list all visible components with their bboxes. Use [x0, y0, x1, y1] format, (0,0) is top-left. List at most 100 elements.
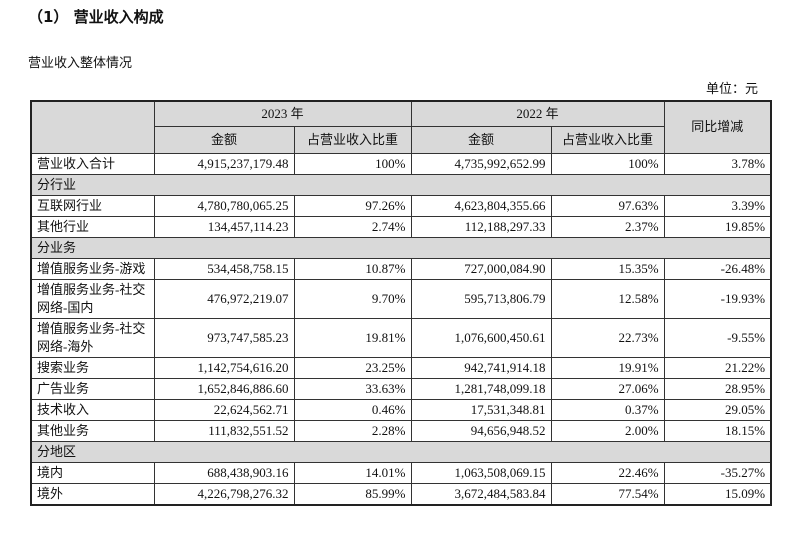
section-row: 分地区 [30, 440, 772, 463]
row-label: 广告业务 [30, 377, 155, 400]
value-cell: -9.55% [663, 317, 772, 358]
value-cell: 4,226,798,276.32 [153, 482, 295, 505]
value-cell: 4,915,237,179.48 [153, 152, 295, 175]
header-cell: 占营业收入比重 [550, 125, 665, 154]
value-cell: 973,747,585.23 [153, 317, 295, 358]
value-cell: 15.35% [550, 257, 665, 280]
data-row: 增值服务业务-游戏 534,458,758.15 10.87% 727,000,084… [30, 257, 772, 280]
value-cell: -19.93% [663, 278, 772, 319]
value-cell: 727,000,084.90 [410, 257, 552, 280]
header-cell: 2022 年 [410, 100, 665, 127]
value-cell: 942,741,914.18 [410, 356, 552, 379]
value-cell: 2.00% [550, 419, 665, 442]
table-body: 2023 年 2022 年 同比增减 金额 占营业收入比重 金额 占营业收入比重… [30, 100, 772, 505]
data-row: 营业收入合计 4,915,237,179.48 100% 4,735,992,652.… [30, 152, 772, 175]
value-cell: 112,188,297.33 [410, 215, 552, 238]
value-cell: 19.85% [663, 215, 772, 238]
value-cell: -26.48% [663, 257, 772, 280]
data-row: 技术收入 22,624,562.71 0.46% 17,531,348.81 0.37%… [30, 398, 772, 421]
value-cell: 534,458,758.15 [153, 257, 295, 280]
row-label: 搜索业务 [30, 356, 155, 379]
value-cell: 2.74% [293, 215, 412, 238]
row-label: 营业收入合计 [30, 152, 155, 175]
value-cell: 29.05% [663, 398, 772, 421]
header-cell: 金额 [410, 125, 552, 154]
value-cell: 0.37% [550, 398, 665, 421]
value-cell: 22.73% [550, 317, 665, 358]
header-cell: 同比增减 [663, 100, 772, 154]
section-cell: 分业务 [30, 236, 772, 259]
row-label: 增值服务业务-社交网络-国内 [30, 278, 155, 319]
value-cell: 19.91% [550, 356, 665, 379]
value-cell: 14.01% [293, 461, 412, 484]
value-cell: 28.95% [663, 377, 772, 400]
value-cell: 1,652,846,886.60 [153, 377, 295, 400]
header-cell [30, 100, 155, 154]
value-cell: 17,531,348.81 [410, 398, 552, 421]
row-label: 境外 [30, 482, 155, 505]
value-cell: 2.37% [550, 215, 665, 238]
value-cell: 0.46% [293, 398, 412, 421]
header-cell: 占营业收入比重 [293, 125, 412, 154]
header-row: 2023 年 2022 年 同比增减 [30, 100, 772, 154]
value-cell: 22.46% [550, 461, 665, 484]
value-cell: 1,142,754,616.20 [153, 356, 295, 379]
value-cell: 4,780,780,065.25 [153, 194, 295, 217]
value-cell: 4,735,992,652.99 [410, 152, 552, 175]
value-cell: 595,713,806.79 [410, 278, 552, 319]
value-cell: 85.99% [293, 482, 412, 505]
data-row: 其他业务 111,832,551.52 2.28% 94,656,948.52 2.00… [30, 419, 772, 442]
value-cell: 94,656,948.52 [410, 419, 552, 442]
value-cell: 100% [550, 152, 665, 175]
section-cell: 分地区 [30, 440, 772, 463]
value-cell: 3.78% [663, 152, 772, 175]
value-cell: 3.39% [663, 194, 772, 217]
value-cell: 3,672,484,583.84 [410, 482, 552, 505]
section-row: 分行业 [30, 173, 772, 196]
subtitle: 营业收入整体情况 [28, 55, 133, 70]
value-cell: 18.15% [663, 419, 772, 442]
row-label: 其他业务 [30, 419, 155, 442]
value-cell: 1,281,748,099.18 [410, 377, 552, 400]
value-cell: -35.27% [663, 461, 772, 484]
data-row: 增值服务业务-社交网络-国内 476,972,219.07 9.70% 595,713… [30, 278, 772, 319]
row-label: 互联网行业 [30, 194, 155, 217]
data-row: 境外 4,226,798,276.32 85.99% 3,672,484,583.84… [30, 482, 772, 505]
data-row: 增值服务业务-社交网络-海外 973,747,585.23 19.81% 1,076,… [30, 317, 772, 358]
value-cell: 134,457,114.23 [153, 215, 295, 238]
value-cell: 1,076,600,450.61 [410, 317, 552, 358]
revenue-table: 2023 年 2022 年 同比增减 金额 占营业收入比重 金额 占营业收入比重… [30, 100, 773, 506]
value-cell: 19.81% [293, 317, 412, 358]
data-row: 境内 688,438,903.16 14.01% 1,063,508,069.15 22… [30, 461, 772, 484]
data-row: 其他行业 134,457,114.23 2.74% 112,188,297.33 2.3… [30, 215, 772, 238]
value-cell: 688,438,903.16 [153, 461, 295, 484]
row-label: 增值服务业务-游戏 [30, 257, 155, 280]
row-label: 技术收入 [30, 398, 155, 421]
value-cell: 97.26% [293, 194, 412, 217]
value-cell: 2.28% [293, 419, 412, 442]
value-cell: 1,063,508,069.15 [410, 461, 552, 484]
row-label: 境内 [30, 461, 155, 484]
value-cell: 97.63% [550, 194, 665, 217]
value-cell: 100% [293, 152, 412, 175]
value-cell: 77.54% [550, 482, 665, 505]
section-title: （1） 营业收入构成 [28, 8, 164, 26]
value-cell: 476,972,219.07 [153, 278, 295, 319]
row-label: 增值服务业务-社交网络-海外 [30, 317, 155, 358]
data-row: 广告业务 1,652,846,886.60 33.63% 1,281,748,099.… [30, 377, 772, 400]
value-cell: 33.63% [293, 377, 412, 400]
value-cell: 21.22% [663, 356, 772, 379]
value-cell: 22,624,562.71 [153, 398, 295, 421]
section-row: 分业务 [30, 236, 772, 259]
data-row: 搜索业务 1,142,754,616.20 23.25% 942,741,914.18… [30, 356, 772, 379]
value-cell: 9.70% [293, 278, 412, 319]
unit-label: 单位：元 [705, 81, 758, 96]
value-cell: 10.87% [293, 257, 412, 280]
value-cell: 23.25% [293, 356, 412, 379]
value-cell: 12.58% [550, 278, 665, 319]
data-row: 互联网行业 4,780,780,065.25 97.26% 4,623,804,355… [30, 194, 772, 217]
value-cell: 15.09% [663, 482, 772, 505]
value-cell: 111,832,551.52 [153, 419, 295, 442]
header-cell: 2023 年 [153, 100, 412, 127]
